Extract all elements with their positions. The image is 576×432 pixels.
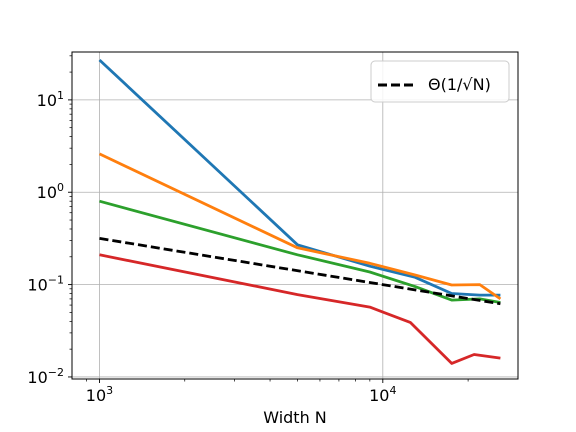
y-tick-label: 100	[37, 181, 64, 202]
series-line-1	[98, 58, 501, 297]
series-line-3	[99, 199, 501, 304]
y-tick-label: 10−1	[27, 274, 64, 295]
plot-frame	[71, 51, 519, 380]
tick-labels: 103 104 10−2 10−1 100 101	[27, 89, 396, 405]
series-line-2	[98, 152, 502, 301]
legend: Θ(1/√N)	[370, 60, 510, 103]
legend-box	[370, 60, 510, 103]
x-axis-label: Width N	[263, 408, 327, 427]
y-tick-label: 101	[37, 89, 64, 110]
x-tick-label: 104	[369, 384, 396, 405]
grid-lines	[72, 52, 518, 379]
series-line-4	[99, 253, 501, 365]
reference-line	[99, 237, 501, 306]
y-tick-label: 10−2	[27, 366, 64, 387]
legend-label: Θ(1/√N)	[428, 75, 491, 94]
ticks	[68, 55, 469, 383]
series-lines	[98, 58, 502, 365]
x-tick-label: 103	[86, 384, 113, 405]
